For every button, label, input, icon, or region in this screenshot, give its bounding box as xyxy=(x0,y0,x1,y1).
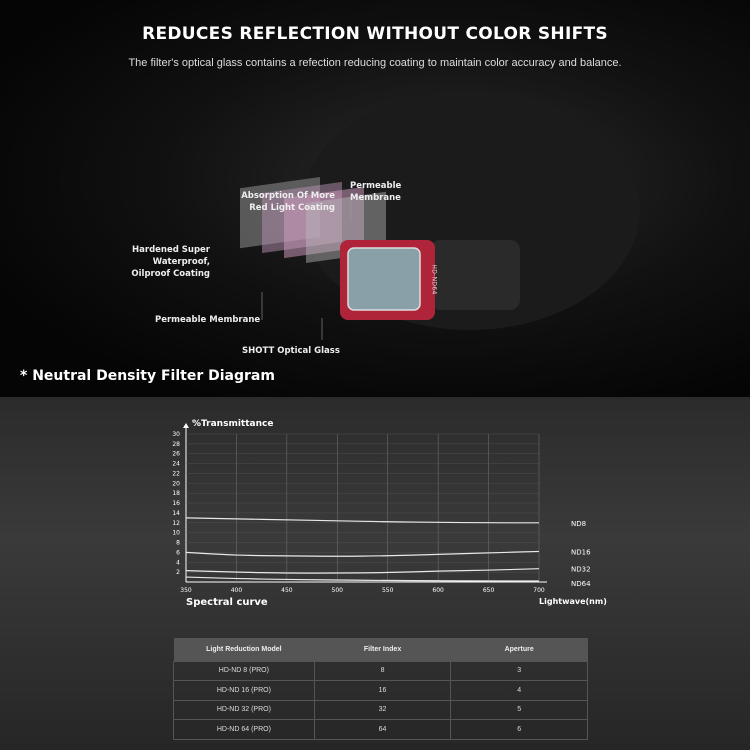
y-tick-label: 6 xyxy=(176,549,180,556)
y-tick-label: 2 xyxy=(176,569,180,576)
x-tick-label: 450 xyxy=(281,587,293,594)
x-tick-label: 600 xyxy=(432,587,444,594)
table-row: HD-ND 32 (PRO) 32 5 xyxy=(173,699,588,720)
y-tick-label: 12 xyxy=(172,520,180,527)
x-axis-label: Lightwave(nm) xyxy=(539,597,607,606)
curve-nd32 xyxy=(185,568,540,574)
y-tick-label: 16 xyxy=(172,500,180,507)
y-tick-label: 10 xyxy=(172,530,180,537)
curve-nd8 xyxy=(185,517,539,524)
y-tick-label: 30 xyxy=(172,431,180,438)
table-header: Filter Index xyxy=(314,638,451,661)
table-header: Light Reduction Model xyxy=(173,638,315,661)
x-tick-label: 700 xyxy=(533,587,545,594)
layer-label-hardened: Hardened Super Waterproof, Oilproof Coat… xyxy=(131,245,210,279)
table-cell: 3 xyxy=(450,660,588,681)
series-label-nd32: ND32 xyxy=(571,566,591,574)
y-tick-label: 28 xyxy=(172,441,180,448)
table-cell: 16 xyxy=(313,680,452,701)
page-subtitle: The filter's optical glass contains a re… xyxy=(128,57,622,69)
table-row: HD-ND 64 (PRO) 64 6 xyxy=(173,719,588,740)
table-cell: 5 xyxy=(450,699,588,720)
series-label-nd8: ND8 xyxy=(571,520,586,528)
x-tick-label: 400 xyxy=(231,587,243,594)
layer-label-membrane-bottom: Permeable Membrane xyxy=(155,315,261,325)
curve-nd16 xyxy=(185,550,540,557)
chart-caption: Spectral curve xyxy=(186,597,268,608)
x-tick-label: 500 xyxy=(332,587,344,594)
table-cell: HD-ND 64 (PRO) xyxy=(173,719,315,740)
table-header: Aperture xyxy=(450,638,588,661)
layer-label-membrane-top: Permeable Membrane xyxy=(350,181,402,203)
x-tick-label: 350 xyxy=(180,587,192,594)
page-title: REDUCES REFLECTION WITHOUT COLOR SHIFTS xyxy=(142,24,608,44)
product-photo-section: REDUCES REFLECTION WITHOUT COLOR SHIFTS … xyxy=(0,0,750,397)
y-tick-label: 8 xyxy=(176,540,180,547)
y-tick-label: 4 xyxy=(176,559,180,566)
filter-layers-illustration xyxy=(240,90,640,340)
layer-label-glass: SHOTT Optical Glass xyxy=(242,346,340,356)
table-cell: HD-ND 32 (PRO) xyxy=(173,699,315,720)
y-axis-arrow xyxy=(183,423,189,428)
series-label-nd16: ND16 xyxy=(571,548,591,556)
table-cell: 6 xyxy=(450,719,588,740)
diagram-title: * Neutral Density Filter Diagram xyxy=(20,368,275,384)
x-tick-label: 550 xyxy=(382,587,394,594)
y-tick-label: 20 xyxy=(172,480,180,487)
filter-table: Light Reduction Model Filter Index Apertur… xyxy=(173,638,588,740)
y-tick-label: 24 xyxy=(172,461,180,468)
layer-label-absorption: Absorption Of More Red Light Coating xyxy=(241,191,335,213)
table-cell: 32 xyxy=(313,699,452,720)
y-tick-label: 18 xyxy=(172,490,180,497)
table-cell: 8 xyxy=(313,660,452,681)
table-cell: HD-ND 16 (PRO) xyxy=(173,680,315,701)
table-cell: HD-ND 8 (PRO) xyxy=(173,660,315,681)
y-tick-label: 22 xyxy=(172,470,180,477)
y-tick-label: 26 xyxy=(172,451,180,458)
table-cell: 4 xyxy=(450,680,588,701)
table-row: HD-ND 8 (PRO) 8 3 xyxy=(173,660,588,681)
curve-nd64 xyxy=(185,576,539,582)
table-cell: 64 xyxy=(313,719,452,740)
table-row: HD-ND 16 (PRO) 16 4 xyxy=(173,680,588,701)
y-tick-label: 14 xyxy=(172,510,180,517)
series-label-nd64: ND64 xyxy=(571,580,591,588)
drone-camera xyxy=(430,240,520,310)
y-axis-label: %Transmittance xyxy=(192,419,273,429)
x-tick-label: 650 xyxy=(483,587,495,594)
